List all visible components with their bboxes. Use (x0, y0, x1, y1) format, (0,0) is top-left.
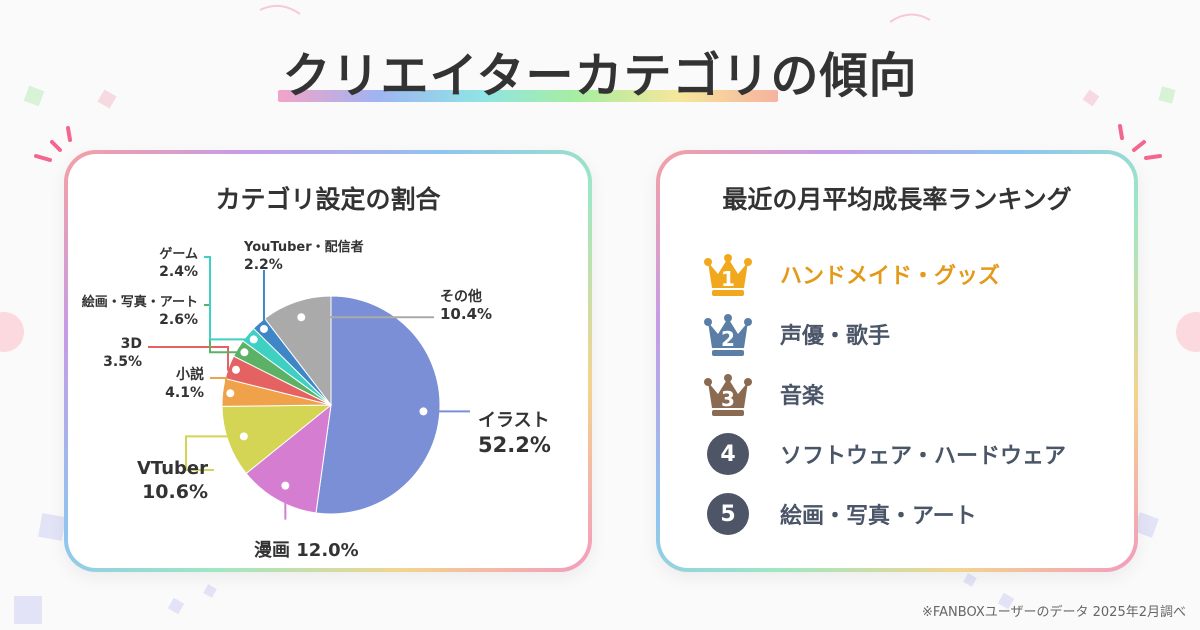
pie-label-value-5: 2.6% (159, 312, 198, 328)
pie-slice-2 (221, 404, 333, 475)
ranking-item-2: 2 声優・歌手 (704, 310, 890, 358)
pie-label-text-1: 漫画 12.0% (254, 540, 359, 561)
ranking-label-2: 声優・歌手 (780, 324, 891, 349)
pie-label-1: 漫画 12.0% (254, 479, 359, 561)
title-wrap: クリエイターカテゴリの傾向 (0, 36, 1200, 106)
rank-4-badge: 4 (704, 430, 752, 478)
pie-label-name-4: 3D (121, 336, 142, 352)
pie-label-value-6: 2.4% (159, 264, 198, 280)
ranking-item-3: 3 音楽 (704, 370, 824, 418)
pie-leader-dot-8 (295, 311, 308, 324)
rank-number-4: 4 (707, 433, 749, 475)
bronze-crown-icon: 3 (704, 370, 752, 418)
rank-number-2: 2 (721, 327, 735, 351)
rank-number-5: 5 (707, 493, 749, 535)
pie-leader-dot-3 (224, 387, 237, 400)
pie-label-3: 小説 4.1% (165, 366, 237, 401)
pie-slice-0 (315, 295, 441, 515)
pie-label-value-2: 10.6% (142, 481, 208, 503)
pie-slice-1 (245, 403, 332, 514)
ranking-label-5: 絵画・写真・アート (780, 504, 977, 529)
pie-label-name-2: VTuber (137, 458, 208, 479)
ranking-item-4: 4 ソフトウェア・ハードウェア (704, 430, 1066, 478)
pie-label-value-3: 4.1% (165, 385, 204, 401)
pie-label-name-7: YouTuber・配信者 (243, 239, 364, 255)
pie-leader-dot-4 (229, 363, 242, 376)
ranking-item-5: 5 絵画・写真・アート (704, 490, 977, 538)
pie-label-name-0: イラスト (478, 410, 550, 431)
rank-number-1: 1 (721, 267, 735, 291)
page-title: クリエイターカテゴリの傾向 (278, 36, 918, 106)
pie-slice-8 (264, 295, 332, 407)
pie-label-value-0: 52.2% (478, 433, 551, 457)
ranking-item-1: 1 ハンドメイド・グッズ (704, 250, 1000, 298)
ranking-label-4: ソフトウェア・ハードウェア (780, 444, 1067, 469)
pie-leader-line-2 (185, 435, 244, 471)
pie-label-4: 3D 3.5% (103, 336, 242, 376)
pie-label-name-5: 絵画・写真・アート (82, 294, 198, 310)
gold-crown-icon: 1 (704, 250, 752, 298)
ranking-label-3: 音楽 (780, 384, 825, 409)
growth-ranking-panel: 最近の月平均成長率ランキング 1 ハンドメイド・グッズ 2 (656, 150, 1138, 572)
pie-leader-dot-2 (237, 430, 250, 443)
ranking-title: 最近の月平均成長率ランキング (722, 185, 1072, 214)
pie-leader-dot-0 (417, 405, 430, 418)
pie-label-7: YouTuber・配信者 2.2% (243, 239, 364, 335)
pie-label-value-7: 2.2% (244, 257, 283, 273)
category-share-panel-inner: カテゴリ設定の割合 イラスト 52.2% 漫画 12.0% VTuber 10.6% 小説… (68, 154, 588, 568)
pie-label-name-3: 小説 (176, 366, 204, 383)
pie-leader-dot-7 (257, 322, 270, 335)
pie-label-6: ゲーム 2.4% (159, 246, 260, 346)
ranking-label-1: ハンドメイド・グッズ (780, 264, 1001, 289)
page-title-text: クリエイターカテゴリの傾向 (282, 48, 918, 104)
pie-leader-dot-1 (279, 479, 292, 492)
pie-label-name-6: ゲーム (159, 246, 198, 262)
pie-leader-line-6 (204, 256, 254, 341)
pie-leader-dot-6 (247, 333, 260, 346)
rank-number-3: 3 (721, 387, 735, 411)
pie-leader-dot-5 (238, 346, 251, 359)
footnote: ※FANBOXユーザーのデータ 2025年2月調べ (921, 605, 1186, 620)
growth-ranking-panel-inner: 最近の月平均成長率ランキング 1 ハンドメイド・グッズ 2 (660, 154, 1134, 568)
silver-crown-icon: 2 (704, 310, 752, 358)
pie-label-value-8: 10.4% (440, 305, 492, 323)
pie-label-name-8: その他 (440, 288, 482, 305)
pie-label-value-4: 3.5% (103, 354, 142, 370)
pie-chart-title: カテゴリ設定の割合 (215, 185, 441, 214)
rank-5-badge: 5 (704, 490, 752, 538)
category-share-panel: カテゴリ設定の割合 イラスト 52.2% 漫画 12.0% VTuber 10.6% 小説… (64, 150, 592, 572)
